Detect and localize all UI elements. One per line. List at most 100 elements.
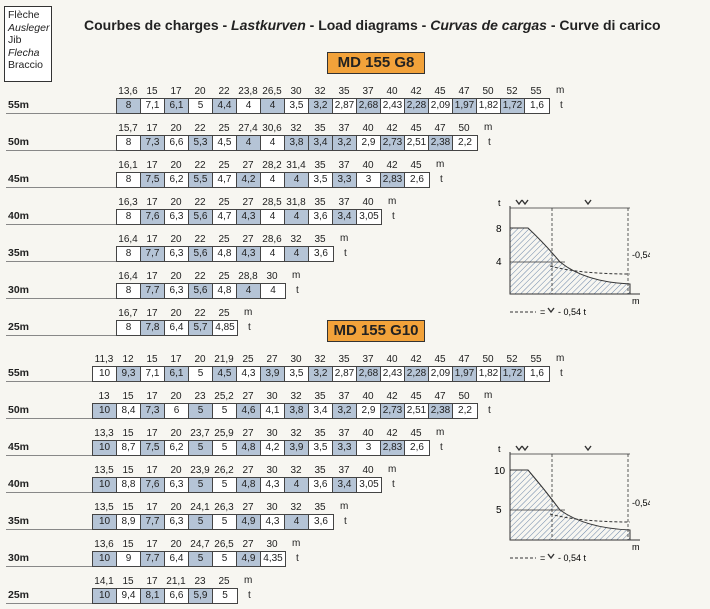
unit-t: t bbox=[440, 442, 443, 453]
load-cell: 4 bbox=[285, 515, 309, 529]
load-cell: 8 bbox=[117, 210, 141, 224]
load-cell: 7,5 bbox=[141, 441, 165, 455]
legend-line-es: Flecha bbox=[8, 46, 40, 59]
load-cell: 5 bbox=[213, 404, 237, 418]
radius-label: 42 bbox=[410, 86, 422, 97]
radius-label: 32 bbox=[290, 234, 302, 245]
radius-label: 26,2 bbox=[214, 465, 234, 476]
load-cell: 7,1 bbox=[141, 367, 165, 381]
title-it: - Curve di carico bbox=[546, 17, 661, 33]
load-cell: 7,6 bbox=[141, 210, 165, 224]
radius-label: 31,4 bbox=[286, 160, 306, 171]
load-cell: 3,4 bbox=[309, 136, 333, 150]
boom-length-label: 25m bbox=[8, 321, 30, 333]
load-row: 8 7,1 6,1 5 4,4 4 4 3,5 3,2 2,87 2,68 2,43 2,28 2,09 1… bbox=[116, 98, 550, 114]
title-es: Curvas de cargas bbox=[430, 17, 547, 33]
radius-row: 14,1 15 17 21,1 23 25 bbox=[92, 576, 236, 588]
radius-label: 16,1 bbox=[118, 160, 138, 171]
load-cell: 6,4 bbox=[165, 552, 189, 566]
radius-label: 15 bbox=[146, 86, 158, 97]
unit-t: t bbox=[392, 211, 395, 222]
radius-label: 15 bbox=[122, 391, 134, 402]
radius-label: 11,3 bbox=[94, 354, 114, 365]
load-cell: 3,5 bbox=[309, 173, 333, 187]
radius-label: 35 bbox=[314, 197, 326, 208]
load-cell: 9,3 bbox=[117, 367, 141, 381]
radius-label: 37 bbox=[362, 86, 374, 97]
load-cell: 4 bbox=[285, 173, 309, 187]
load-row: 10 8,7 7,5 6,2 5 5 4,8 4,2 3,9 3,5 3,3 3 2,83 2,6 bbox=[92, 440, 430, 456]
row-divider bbox=[6, 455, 92, 456]
radius-label: 17 bbox=[146, 123, 158, 134]
radius-label: 27 bbox=[242, 391, 254, 402]
radius-label: 28,6 bbox=[262, 234, 282, 245]
load-cell: 5 bbox=[213, 478, 237, 492]
radius-label: 20 bbox=[170, 502, 182, 513]
radius-label: 32 bbox=[314, 86, 326, 97]
radius-label: 47 bbox=[458, 86, 470, 97]
unit-t: t bbox=[296, 285, 299, 296]
radius-label: 17 bbox=[146, 502, 158, 513]
boom-length-label: 35m bbox=[8, 247, 30, 259]
radius-label: 23 bbox=[194, 391, 206, 402]
row-divider bbox=[6, 492, 92, 493]
load-cell: 5 bbox=[189, 552, 213, 566]
boom-length-label: 25m bbox=[8, 589, 30, 601]
radius-label: 26,5 bbox=[214, 539, 234, 550]
radius-label: 20 bbox=[170, 234, 182, 245]
load-cell: 9 bbox=[117, 552, 141, 566]
radius-label: 37 bbox=[338, 465, 350, 476]
diagram-x-unit: m bbox=[632, 296, 640, 306]
radius-label: 40 bbox=[386, 354, 398, 365]
radius-label: 30 bbox=[290, 86, 302, 97]
radius-label: 52 bbox=[506, 86, 518, 97]
radius-label: 13,6 bbox=[118, 86, 138, 97]
load-cell: 3,4 bbox=[333, 478, 357, 492]
load-cell: 3,2 bbox=[309, 367, 333, 381]
radius-label: 45 bbox=[410, 391, 422, 402]
row-divider bbox=[6, 187, 116, 188]
boom-length-label: 35m bbox=[8, 515, 30, 527]
radius-label: 52 bbox=[506, 354, 518, 365]
load-row: 10 8,8 7,6 6,3 5 5 4,8 4,3 4 3,6 3,4 3,05 bbox=[92, 477, 382, 493]
unit-m: m bbox=[556, 353, 565, 364]
load-cell: 2,2 bbox=[458, 405, 472, 416]
load-cell: 6,3 bbox=[165, 478, 189, 492]
load-cell: 6,3 bbox=[165, 247, 189, 261]
load-cell: 2,09 bbox=[429, 367, 453, 381]
unit-t: t bbox=[560, 368, 563, 379]
radius-label: 27 bbox=[242, 502, 254, 513]
svg-text:=: = bbox=[540, 307, 545, 317]
load-cell: 4 bbox=[237, 136, 261, 150]
load-row: 8 7,7 6,3 5,6 4,8 4,3 4 4 3,6 bbox=[116, 246, 334, 262]
load-cell: 8 bbox=[117, 321, 141, 335]
load-cell: 5,5 bbox=[189, 173, 213, 187]
load-row: 10 9,3 7,1 6,1 5 4,5 4,3 3,9 3,5 3,2 2,87 2,68 2,43 2… bbox=[92, 366, 550, 382]
boom-length-label: 50m bbox=[8, 136, 30, 148]
load-cell: 10 bbox=[93, 589, 117, 603]
load-cell: 2,68 bbox=[357, 99, 381, 113]
load-cell: 4 bbox=[285, 247, 309, 261]
diagram-icon-hook-single bbox=[584, 199, 592, 206]
radius-label: 50 bbox=[482, 354, 494, 365]
radius-label: 23,7 bbox=[190, 428, 210, 439]
title-fr: Courbes de charges - bbox=[84, 17, 232, 33]
radius-label: 37 bbox=[338, 123, 350, 134]
load-cell: 7,1 bbox=[141, 99, 165, 113]
radius-label: 27 bbox=[242, 539, 254, 550]
radius-label: 32 bbox=[290, 502, 302, 513]
diagram-legend-text: - 0,54 t bbox=[558, 307, 587, 317]
load-cell: 2,87 bbox=[333, 99, 357, 113]
load-cell: 5 bbox=[189, 404, 213, 418]
diagram-curve-area bbox=[509, 227, 631, 295]
load-cell: 6,2 bbox=[165, 441, 189, 455]
unit-m: m bbox=[484, 122, 493, 133]
radius-label: 40 bbox=[362, 391, 374, 402]
unit-t: t bbox=[392, 479, 395, 490]
radius-label: 27 bbox=[242, 465, 254, 476]
radius-label: 45 bbox=[434, 354, 446, 365]
load-cell: 2,73 bbox=[381, 136, 405, 150]
radius-label: 40 bbox=[362, 123, 374, 134]
boom-length-label: 30m bbox=[8, 284, 30, 296]
load-cell: 5 bbox=[213, 552, 237, 566]
